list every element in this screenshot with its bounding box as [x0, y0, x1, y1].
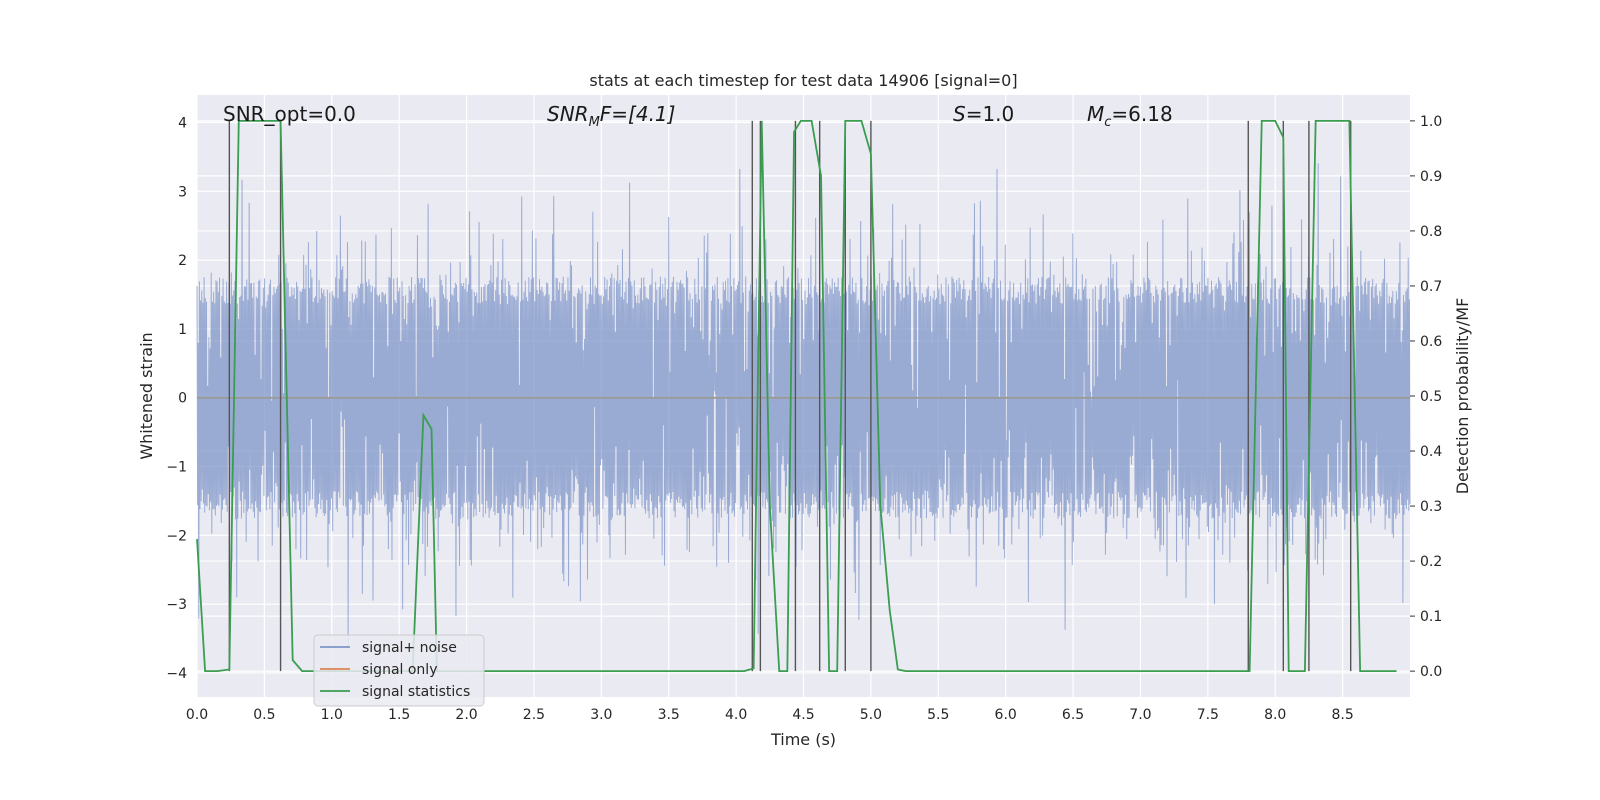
y-axis-ticks: 4 3 2 1 0 −1 −2 −3 −4 — [166, 116, 187, 682]
y-tick-label: −1 — [166, 460, 187, 476]
y2-axis-label: Detection probability/MF — [1453, 298, 1472, 495]
s-tail: =1.0 — [966, 102, 1015, 126]
y-tick-label: 0 — [178, 391, 187, 407]
mc-tail: =6.18 — [1111, 102, 1172, 126]
snr-mf-tail: F=[4.1] — [600, 102, 676, 126]
y2-tick-label: 0.7 — [1420, 279, 1442, 295]
x-tick-label: 2.0 — [455, 707, 477, 723]
legend-box — [313, 634, 485, 707]
noise-trace — [196, 163, 1411, 647]
x-tick-label: 5.0 — [860, 707, 882, 723]
x-tick-label: 3.0 — [590, 707, 612, 723]
annotation-mc: Mc=6.18 — [1087, 102, 1173, 130]
legend-label-noise: signal+ noise — [362, 640, 457, 656]
snr-mf-sub: M — [589, 115, 600, 130]
chart-title: stats at each timestep for test data 149… — [589, 71, 1017, 90]
statistics-trace — [196, 119, 1397, 673]
y-tick-label: 4 — [178, 116, 187, 132]
annotation-snr-opt: SNR_opt=0.0 — [223, 102, 356, 126]
x-tick-label: 7.0 — [1129, 707, 1151, 723]
y2-axis-ticks: 1.0 0.9 0.8 0.7 0.6 0.5 0.4 0.3 0.2 0.1 0.0 — [1410, 114, 1442, 680]
y2-tick-label: 0.4 — [1420, 444, 1442, 460]
y2-tick-label: 0.9 — [1420, 169, 1442, 185]
y-tick-label: 3 — [178, 184, 187, 200]
statistics-line — [196, 119, 1397, 673]
mc-base: M — [1087, 102, 1104, 126]
y-tick-label: −4 — [166, 666, 187, 682]
legend-label-statistics: signal statistics — [362, 684, 470, 700]
y2-tick-label: 0.3 — [1420, 499, 1442, 515]
y-tick-label: −2 — [166, 528, 187, 544]
x-tick-label: 1.0 — [321, 707, 343, 723]
snr-mf-base: SNR — [547, 102, 589, 126]
x-tick-label: 2.5 — [523, 707, 545, 723]
y-axis-label: Whitened strain — [137, 332, 156, 459]
x-tick-label: 0.5 — [253, 707, 275, 723]
annotation-snr-mf: SNRMF=[4.1] — [547, 102, 675, 130]
y-tick-label: −3 — [166, 597, 187, 613]
y-tick-label: 1 — [178, 322, 187, 338]
y2-tick-label: 0.6 — [1420, 334, 1442, 350]
legend-label-signal-only: signal only — [362, 662, 437, 678]
s-base: S — [953, 102, 966, 126]
x-tick-label: 3.5 — [658, 707, 680, 723]
x-tick-label: 4.5 — [792, 707, 814, 723]
x-tick-label: 6.5 — [1062, 707, 1084, 723]
y2-tick-label: 0.1 — [1420, 609, 1442, 625]
y-tick-label: 2 — [178, 253, 187, 269]
y2-tick-label: 0.2 — [1420, 554, 1442, 570]
mc-sub: c — [1104, 115, 1111, 130]
y2-tick-label: 1.0 — [1420, 114, 1442, 130]
x-tick-label: 6.0 — [995, 707, 1017, 723]
x-tick-label: 4.0 — [725, 707, 747, 723]
x-axis-ticks: 0.0 0.5 1.0 1.5 2.0 2.5 3.0 3.5 4.0 4.5 5.0 5.5 6.0 6… — [186, 707, 1354, 723]
y2-tick-label: 0.8 — [1420, 224, 1442, 240]
y2-tick-label: 0.0 — [1420, 664, 1442, 680]
annotation-s: S=1.0 — [953, 102, 1014, 126]
legend: signal+ noise signal only signal statist… — [313, 634, 485, 707]
x-tick-label: 8.0 — [1264, 707, 1286, 723]
x-tick-label: 7.5 — [1197, 707, 1219, 723]
x-tick-label: 1.5 — [388, 707, 410, 723]
noise-line — [196, 163, 1411, 647]
x-tick-label: 8.5 — [1331, 707, 1353, 723]
x-axis-label: Time (s) — [770, 730, 836, 749]
x-tick-label: 5.5 — [927, 707, 949, 723]
x-tick-label: 0.0 — [186, 707, 208, 723]
y2-tick-label: 0.5 — [1420, 389, 1442, 405]
